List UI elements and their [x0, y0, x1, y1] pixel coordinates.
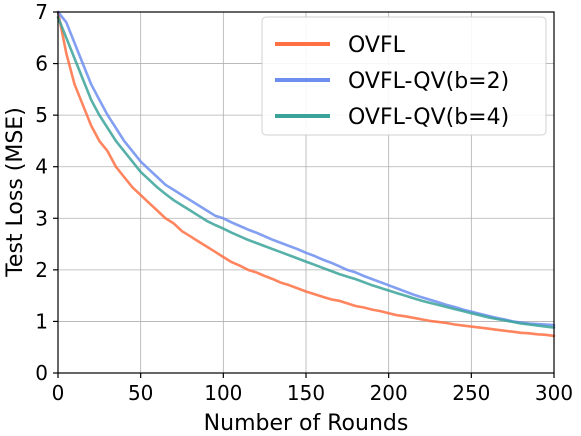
y-tick-label: 7 — [35, 0, 48, 24]
y-tick-label: 4 — [35, 155, 48, 179]
x-tick-label: 250 — [452, 381, 490, 405]
legend-label-ovfl-qv-b2: OVFL-QV(b=2) — [348, 69, 509, 94]
y-axis-ticks: 0 1 2 3 4 5 6 7 — [35, 0, 58, 385]
legend-label-ovfl: OVFL — [348, 33, 406, 58]
x-tick-label: 50 — [128, 381, 153, 405]
y-tick-label: 0 — [35, 361, 48, 385]
x-tick-label: 0 — [52, 381, 65, 405]
y-tick-label: 1 — [35, 309, 48, 333]
y-tick-label: 2 — [35, 258, 48, 282]
series-line-ovfl — [56, 10, 556, 338]
y-tick-label: 5 — [35, 103, 48, 127]
x-tick-label: 200 — [370, 381, 408, 405]
y-tick-label: 3 — [35, 206, 48, 230]
x-tick-label: 150 — [287, 381, 325, 405]
x-axis-ticks: 0 50 100 150 200 250 300 — [52, 373, 573, 405]
series-line-ovfl-qv-b-4 — [56, 15, 556, 329]
y-tick-label: 6 — [35, 52, 48, 76]
series-line-ovfl-qv-b-2 — [56, 10, 556, 327]
x-tick-label: 300 — [535, 381, 573, 405]
x-axis-title: Number of Rounds — [204, 411, 409, 436]
legend: OVFL OVFL-QV(b=2) OVFL-QV(b=4) — [261, 16, 547, 136]
x-tick-label: 100 — [204, 381, 242, 405]
legend-label-ovfl-qv-b4: OVFL-QV(b=4) — [348, 105, 509, 130]
y-axis-title: Test Loss (MSE) — [3, 107, 28, 278]
legend-box — [261, 16, 547, 136]
series-lines — [56, 10, 556, 338]
